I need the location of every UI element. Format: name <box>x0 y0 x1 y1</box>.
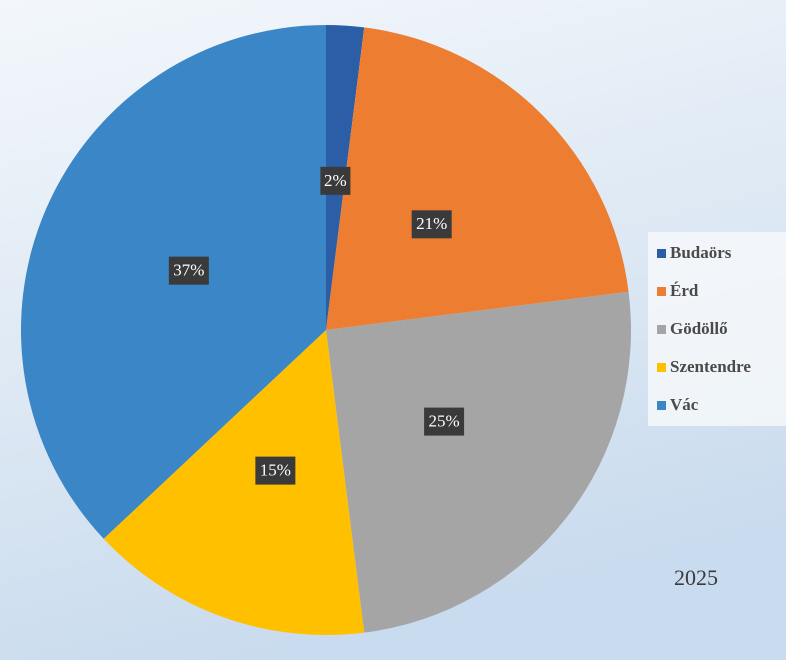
data-label: 2% <box>324 171 347 190</box>
legend-box <box>648 232 786 426</box>
data-label: 15% <box>260 461 291 480</box>
pie-slice <box>326 291 631 633</box>
legend-label: Vác <box>670 395 699 414</box>
legend-label: Szentendre <box>670 357 751 376</box>
legend-label: Érd <box>670 281 699 300</box>
pie-slice <box>326 27 629 330</box>
legend-swatch <box>657 249 666 258</box>
data-label: 21% <box>416 214 447 233</box>
label-box <box>424 407 465 436</box>
data-label: 25% <box>429 412 460 431</box>
legend-swatch <box>657 287 666 296</box>
legend-label: Gödöllő <box>670 319 728 338</box>
label-box <box>411 210 452 239</box>
legend-swatch <box>657 401 666 410</box>
pie-slice <box>103 330 365 635</box>
label-box <box>320 166 351 195</box>
annotation: 2025 <box>674 565 718 590</box>
legend-label: Budaörs <box>670 243 732 262</box>
label-box <box>255 456 296 485</box>
legend-swatch <box>657 325 666 334</box>
label-box <box>168 256 209 285</box>
legend-swatch <box>657 363 666 372</box>
data-label: 37% <box>173 261 204 280</box>
